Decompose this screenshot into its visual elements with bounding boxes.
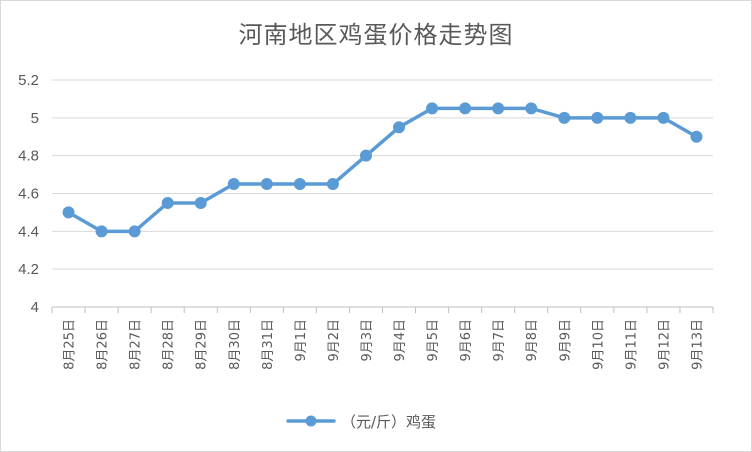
data-point <box>62 206 75 219</box>
x-tick-label: 9月12日 <box>657 319 672 370</box>
x-tick-label: 9月8日 <box>525 319 540 362</box>
x-tick-label: 9月11日 <box>624 319 639 370</box>
data-point <box>359 149 372 162</box>
y-tick-label: 5.2 <box>18 72 39 89</box>
data-point <box>657 111 670 124</box>
x-tick-label: 8月26日 <box>96 319 111 370</box>
data-point <box>260 178 273 191</box>
y-tick-label: 4.8 <box>18 148 39 165</box>
x-tick-label: 9月10日 <box>591 319 606 370</box>
data-point <box>194 196 207 209</box>
data-point <box>624 111 637 124</box>
x-tick-label: 9月3日 <box>360 319 375 362</box>
data-point <box>426 102 439 115</box>
data-point <box>690 130 703 143</box>
chart-title: 河南地区鸡蛋价格走势图 <box>238 21 514 49</box>
data-point <box>459 102 472 115</box>
data-point <box>227 178 240 191</box>
x-tick-label: 8月28日 <box>162 319 177 370</box>
y-tick-label: 4.6 <box>18 186 39 203</box>
y-tick-label: 4 <box>31 299 39 316</box>
data-point <box>128 225 141 238</box>
x-tick-label: 9月9日 <box>558 319 573 362</box>
x-tick-label: 8月30日 <box>228 319 243 370</box>
x-tick-label: 9月6日 <box>459 319 474 362</box>
series-line <box>66 106 699 234</box>
data-point <box>525 102 538 115</box>
y-tick-label: 5 <box>31 110 39 127</box>
x-tick-label: 9月4日 <box>393 319 408 362</box>
x-tick-label: 9月1日 <box>294 319 309 362</box>
data-point <box>558 111 571 124</box>
x-tick-label: 8月27日 <box>129 319 144 370</box>
data-point <box>492 102 505 115</box>
x-tick-label: 9月13日 <box>690 319 705 370</box>
data-point <box>326 178 339 191</box>
data-point <box>591 111 604 124</box>
x-tick-label: 9月5日 <box>426 319 441 362</box>
x-tick-label: 9月7日 <box>492 319 507 362</box>
data-point <box>161 196 174 209</box>
x-tick-label: 8月29日 <box>195 319 210 370</box>
legend-swatch-marker <box>305 415 317 427</box>
y-tick-label: 4.4 <box>18 223 39 240</box>
data-point <box>393 121 406 134</box>
x-tick-label: 9月2日 <box>327 319 342 362</box>
y-tick-label: 4.2 <box>18 261 39 278</box>
legend-label: （元/斤）鸡蛋 <box>341 413 436 431</box>
data-point <box>293 178 306 191</box>
data-point <box>95 225 108 238</box>
x-tick-label: 8月31日 <box>261 319 276 370</box>
x-tick-label: 8月25日 <box>63 319 78 370</box>
